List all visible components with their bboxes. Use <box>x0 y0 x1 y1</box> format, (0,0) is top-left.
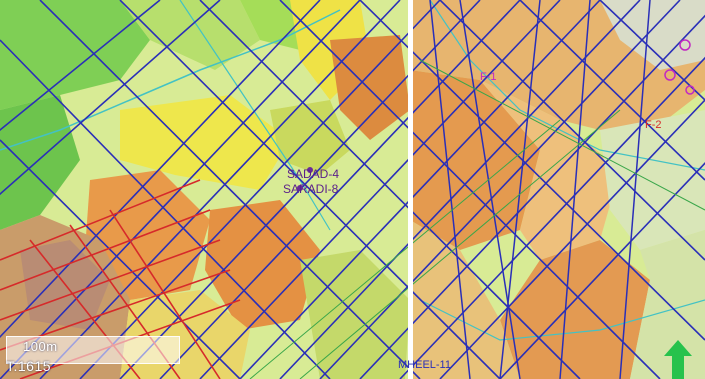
terrain-patch <box>630 230 705 379</box>
lease-line <box>0 179 201 261</box>
river-line <box>429 0 705 171</box>
survey-line <box>239 0 601 379</box>
survey-line <box>0 39 331 379</box>
survey-line <box>399 56 705 379</box>
survey-line <box>0 139 241 379</box>
river-line <box>179 0 331 231</box>
coordinate-readout: T.1615 <box>6 358 52 374</box>
terrain-patch <box>0 0 150 110</box>
well-marker <box>679 39 691 51</box>
survey-line <box>39 0 421 379</box>
tile-seam <box>408 0 413 379</box>
survey-line <box>599 0 705 101</box>
survey-line <box>199 0 561 379</box>
map-label-well-2: SARADI-8 <box>283 182 339 196</box>
survey-line <box>0 0 221 196</box>
survey-line <box>319 0 681 379</box>
survey-line <box>519 0 705 181</box>
survey-line <box>279 0 661 379</box>
north-arrow-icon <box>664 340 692 379</box>
survey-line <box>359 14 705 379</box>
terrain-patch <box>0 95 80 230</box>
river-line <box>0 9 341 151</box>
well-marker <box>297 185 303 191</box>
green-contour-lines <box>249 59 705 379</box>
map-label-area-2: F-2 <box>645 119 662 131</box>
map-label-well-1: SADAD-4 <box>287 167 339 181</box>
survey-line <box>79 0 441 379</box>
scale-bar: 100m <box>6 336 180 364</box>
terrain-patch <box>120 0 260 70</box>
well-marker <box>685 85 695 95</box>
contour-line <box>249 119 561 379</box>
survey-line <box>439 98 705 379</box>
map-label-area-1: F-1 <box>480 71 497 83</box>
well-marker <box>664 69 676 81</box>
survey-line <box>199 0 581 379</box>
survey-line <box>439 0 705 261</box>
survey-line <box>159 0 521 379</box>
survey-line <box>499 0 541 379</box>
terrain-patch <box>205 200 320 330</box>
terrain-patch <box>480 80 620 260</box>
terrain-patch <box>85 170 210 300</box>
terrain-patch <box>600 0 705 70</box>
contour-line <box>299 109 621 379</box>
lease-line <box>0 209 211 291</box>
survey-line <box>279 0 641 379</box>
contour-line <box>419 59 705 211</box>
terrain-patch <box>330 35 410 140</box>
river-line <box>419 299 705 341</box>
map-label-line-1: MHEEL-11 <box>398 359 451 371</box>
survey-line <box>0 0 361 379</box>
survey-line <box>429 0 471 379</box>
survey-line <box>119 0 501 379</box>
terrain-patch <box>600 110 705 250</box>
survey-line <box>359 0 705 341</box>
terrain-patch <box>500 240 650 379</box>
survey-lines-vertical <box>429 0 651 379</box>
well-markers <box>297 39 695 191</box>
lease-line <box>109 209 221 379</box>
survey-line <box>459 0 521 379</box>
well-marker <box>307 167 313 173</box>
survey-line <box>619 0 651 379</box>
survey-line <box>0 0 161 132</box>
survey-line <box>499 162 705 379</box>
survey-line <box>559 0 591 379</box>
survey-line <box>0 0 321 339</box>
scale-label: 100m <box>23 339 58 354</box>
